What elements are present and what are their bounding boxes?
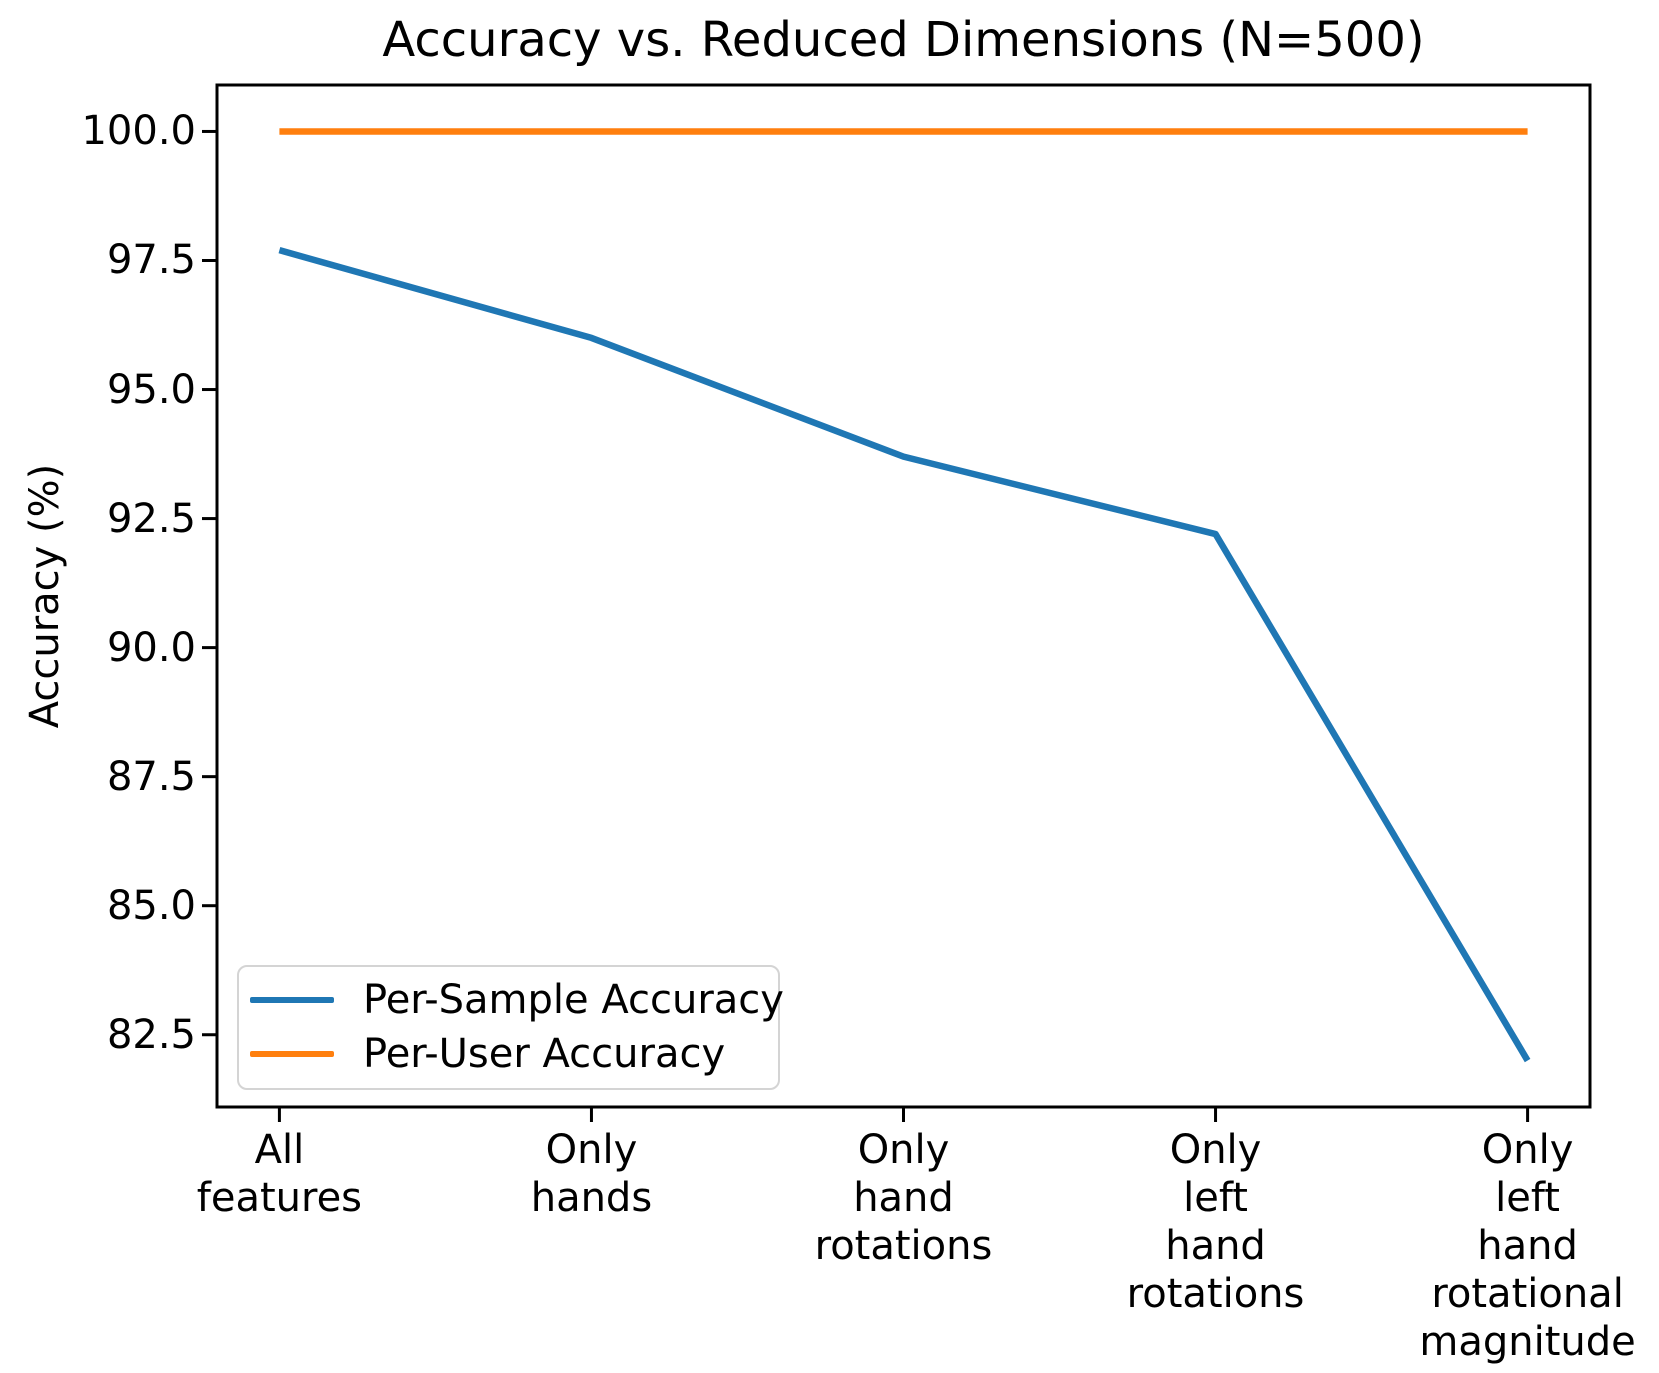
x-tick-label: All features — [196, 1127, 363, 1221]
y-tick-label: 87.5 — [106, 753, 196, 800]
chart-title: Accuracy vs. Reduced Dimensions (N=500) — [382, 12, 1425, 68]
y-tick-label: 97.5 — [106, 237, 196, 284]
plot-border — [215, 83, 1592, 1109]
y-tick-label: 92.5 — [106, 495, 196, 542]
per-sample-line-swatch — [250, 997, 334, 1003]
y-tick-label: 100.0 — [81, 108, 196, 155]
x-tick-label: Only left hand rotational magnitude — [1419, 1127, 1636, 1365]
legend-entry-per-sample: Per-Sample Accuracy — [250, 973, 784, 1027]
y-tick-label: 90.0 — [106, 624, 196, 671]
y-tick-label: 82.5 — [106, 1011, 196, 1058]
per-sample-line — [278, 247, 1531, 1063]
legend-entry-per-user: Per-User Accuracy — [250, 1027, 768, 1081]
per-user-line-swatch — [250, 1051, 334, 1057]
y-tick-label: 85.0 — [106, 882, 196, 929]
legend: Per-Sample Accuracy Per-User Accuracy — [237, 965, 784, 1090]
legend-label-per-user: Per-User Accuracy — [363, 1031, 726, 1077]
x-tick-label: Only left hand rotations — [1126, 1127, 1305, 1317]
x-tick-label: Only hand rotations — [814, 1127, 993, 1269]
x-tick-label: Only hands — [530, 1127, 653, 1221]
legend-label-per-sample: Per-Sample Accuracy — [363, 977, 784, 1023]
y-tick-label: 95.0 — [106, 366, 196, 413]
